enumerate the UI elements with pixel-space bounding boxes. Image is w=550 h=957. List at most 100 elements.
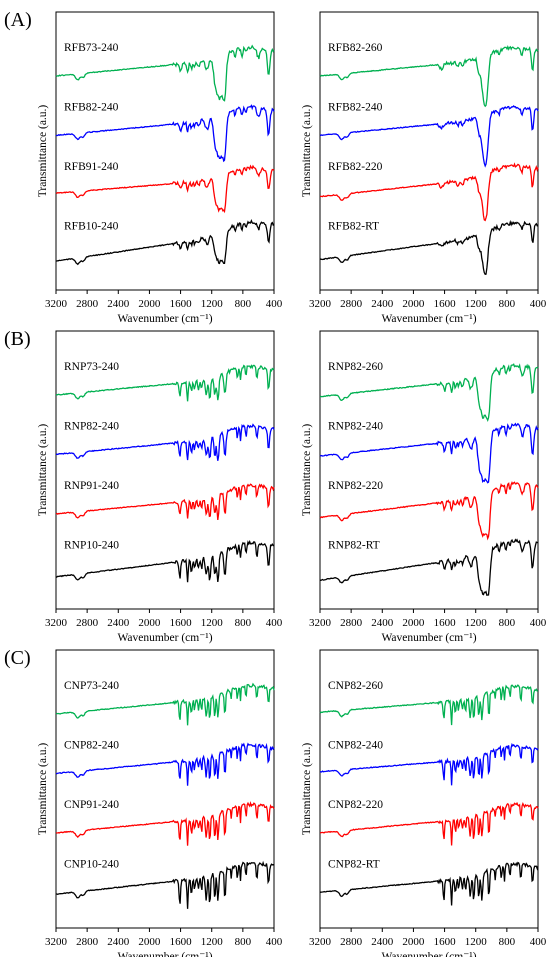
series-line-rfb73-240 bbox=[55, 44, 275, 102]
ftir-panel-a-left: 3200 2800 2400 2000 1600 1200 800 400 Wavenumber… bbox=[37, 11, 283, 325]
plot-frame bbox=[55, 649, 275, 929]
x-tick-label: 2800 bbox=[340, 617, 363, 629]
x-tick-label: 1200 bbox=[465, 617, 488, 629]
series-label: CNP82-260 bbox=[328, 680, 383, 692]
series-line-cnp73-240 bbox=[55, 682, 275, 726]
series-label: RNP10-240 bbox=[64, 540, 119, 552]
series-label: RFB82-240 bbox=[328, 102, 383, 114]
x-tick-label: 2800 bbox=[76, 298, 99, 310]
x-axis-label: Wavenumber (cm⁻¹) bbox=[381, 951, 476, 957]
x-tick-label: 2800 bbox=[340, 298, 363, 310]
x-tick-label: 3200 bbox=[309, 617, 332, 629]
x-tick-label: 1200 bbox=[201, 617, 224, 629]
x-tick-label: 2400 bbox=[371, 298, 394, 310]
x-tick-label: 800 bbox=[499, 936, 516, 948]
x-tick-label: 2000 bbox=[138, 298, 161, 310]
y-axis-label: Transmittance (a.u.) bbox=[37, 105, 49, 198]
x-tick-label: 1600 bbox=[434, 936, 457, 948]
x-tick-label: 2400 bbox=[371, 936, 394, 948]
plot-frame bbox=[55, 11, 275, 291]
x-axis-label: Wavenumber (cm⁻¹) bbox=[381, 632, 476, 644]
x-axis-label: Wavenumber (cm⁻¹) bbox=[117, 313, 212, 325]
ftir-panel-c-left: 3200 2800 2400 2000 1600 1200 800 400 Wavenumber… bbox=[37, 649, 283, 957]
series-line-cnp82-rt bbox=[319, 861, 539, 906]
plot-frame bbox=[319, 11, 539, 291]
y-axis-label: Transmittance (a.u.) bbox=[37, 743, 49, 836]
x-tick-label: 2400 bbox=[107, 936, 130, 948]
series-line-rfb82-240 bbox=[55, 104, 275, 163]
x-tick-label: 800 bbox=[235, 617, 252, 629]
x-tick-label: 2000 bbox=[138, 617, 161, 629]
series-line-rfb82-260 bbox=[319, 44, 539, 108]
y-axis-label: Transmittance (a.u.) bbox=[37, 424, 49, 517]
series-label: CNP82-RT bbox=[328, 859, 380, 871]
series-label: CNP73-240 bbox=[64, 680, 119, 692]
x-tick-label: 2400 bbox=[371, 617, 394, 629]
x-tick-label: 800 bbox=[499, 617, 516, 629]
series-line-cnp82-240 bbox=[319, 742, 539, 786]
x-tick-label: 1600 bbox=[170, 298, 193, 310]
x-tick-label: 400 bbox=[530, 617, 547, 629]
series-label: RFB82-220 bbox=[328, 161, 383, 173]
x-tick-label: 3200 bbox=[309, 936, 332, 948]
row-label-b: (B) bbox=[4, 328, 31, 350]
series-label: RFB10-240 bbox=[64, 221, 119, 233]
series-line-cnp82-220 bbox=[319, 801, 539, 846]
series-line-rnp91-240 bbox=[55, 483, 275, 520]
ftir-panel-a-right: 3200 2800 2400 2000 1600 1200 800 400 Wavenumber… bbox=[301, 11, 547, 325]
series-line-rfb82-240 bbox=[319, 105, 539, 168]
series-line-cnp10-240 bbox=[56, 860, 275, 909]
x-axis-label: Wavenumber (cm⁻¹) bbox=[381, 313, 476, 325]
plot-frame bbox=[55, 330, 275, 610]
series-line-rnp82-240 bbox=[319, 422, 539, 484]
plot-frame bbox=[319, 649, 539, 929]
series-line-cnp82-240 bbox=[55, 742, 275, 786]
x-tick-label: 1600 bbox=[170, 936, 193, 948]
x-tick-label: 2800 bbox=[340, 936, 363, 948]
series-label: CNP91-240 bbox=[64, 799, 119, 811]
series-label: RNP91-240 bbox=[64, 480, 119, 492]
x-tick-label: 400 bbox=[266, 617, 283, 629]
x-tick-label: 400 bbox=[530, 298, 547, 310]
x-tick-label: 2000 bbox=[402, 617, 425, 629]
x-axis-label: Wavenumber (cm⁻¹) bbox=[117, 632, 212, 644]
series-line-rfb82-220 bbox=[320, 162, 539, 222]
series-line-rnp82-240 bbox=[55, 423, 275, 461]
series-line-rnp10-240 bbox=[55, 539, 275, 583]
x-tick-label: 1200 bbox=[465, 298, 488, 310]
x-axis-label: Wavenumber (cm⁻¹) bbox=[117, 951, 212, 957]
series-line-rfb82-rt bbox=[319, 219, 538, 275]
row-label-c: (C) bbox=[4, 647, 31, 669]
x-tick-label: 1600 bbox=[434, 298, 457, 310]
series-line-rnp73-240 bbox=[56, 364, 275, 402]
y-axis-label: Transmittance (a.u.) bbox=[301, 743, 313, 836]
series-label: CNP82-240 bbox=[64, 740, 119, 752]
series-label: CNP82-240 bbox=[328, 740, 383, 752]
plot-frame bbox=[319, 330, 539, 610]
x-tick-label: 2000 bbox=[402, 936, 425, 948]
x-tick-label: 1200 bbox=[465, 936, 488, 948]
series-line-cnp91-240 bbox=[55, 800, 275, 846]
x-tick-label: 400 bbox=[266, 298, 283, 310]
y-axis-label: Transmittance (a.u.) bbox=[301, 105, 313, 198]
series-label: RFB82-RT bbox=[328, 221, 379, 233]
series-label: RNP82-240 bbox=[64, 421, 119, 433]
x-tick-label: 800 bbox=[499, 298, 516, 310]
series-label: RFB91-240 bbox=[64, 161, 119, 173]
panels: 3200 2800 2400 2000 1600 1200 800 400 Wavenumber… bbox=[37, 11, 547, 957]
x-tick-label: 3200 bbox=[309, 298, 332, 310]
x-tick-label: 2000 bbox=[138, 936, 161, 948]
x-tick-label: 1200 bbox=[201, 298, 224, 310]
x-tick-label: 3200 bbox=[45, 298, 68, 310]
x-tick-label: 3200 bbox=[45, 617, 68, 629]
ftir-panel-b-left: 3200 2800 2400 2000 1600 1200 800 400 Wavenumber… bbox=[37, 330, 283, 644]
x-tick-label: 2000 bbox=[402, 298, 425, 310]
series-label: RFB82-240 bbox=[64, 102, 119, 114]
y-axis-label: Transmittance (a.u.) bbox=[301, 424, 313, 517]
series-label: RNP82-220 bbox=[328, 480, 383, 492]
x-tick-label: 1600 bbox=[434, 617, 457, 629]
x-tick-label: 800 bbox=[235, 936, 252, 948]
x-tick-label: 400 bbox=[530, 936, 547, 948]
series-line-rfb10-240 bbox=[56, 218, 275, 266]
